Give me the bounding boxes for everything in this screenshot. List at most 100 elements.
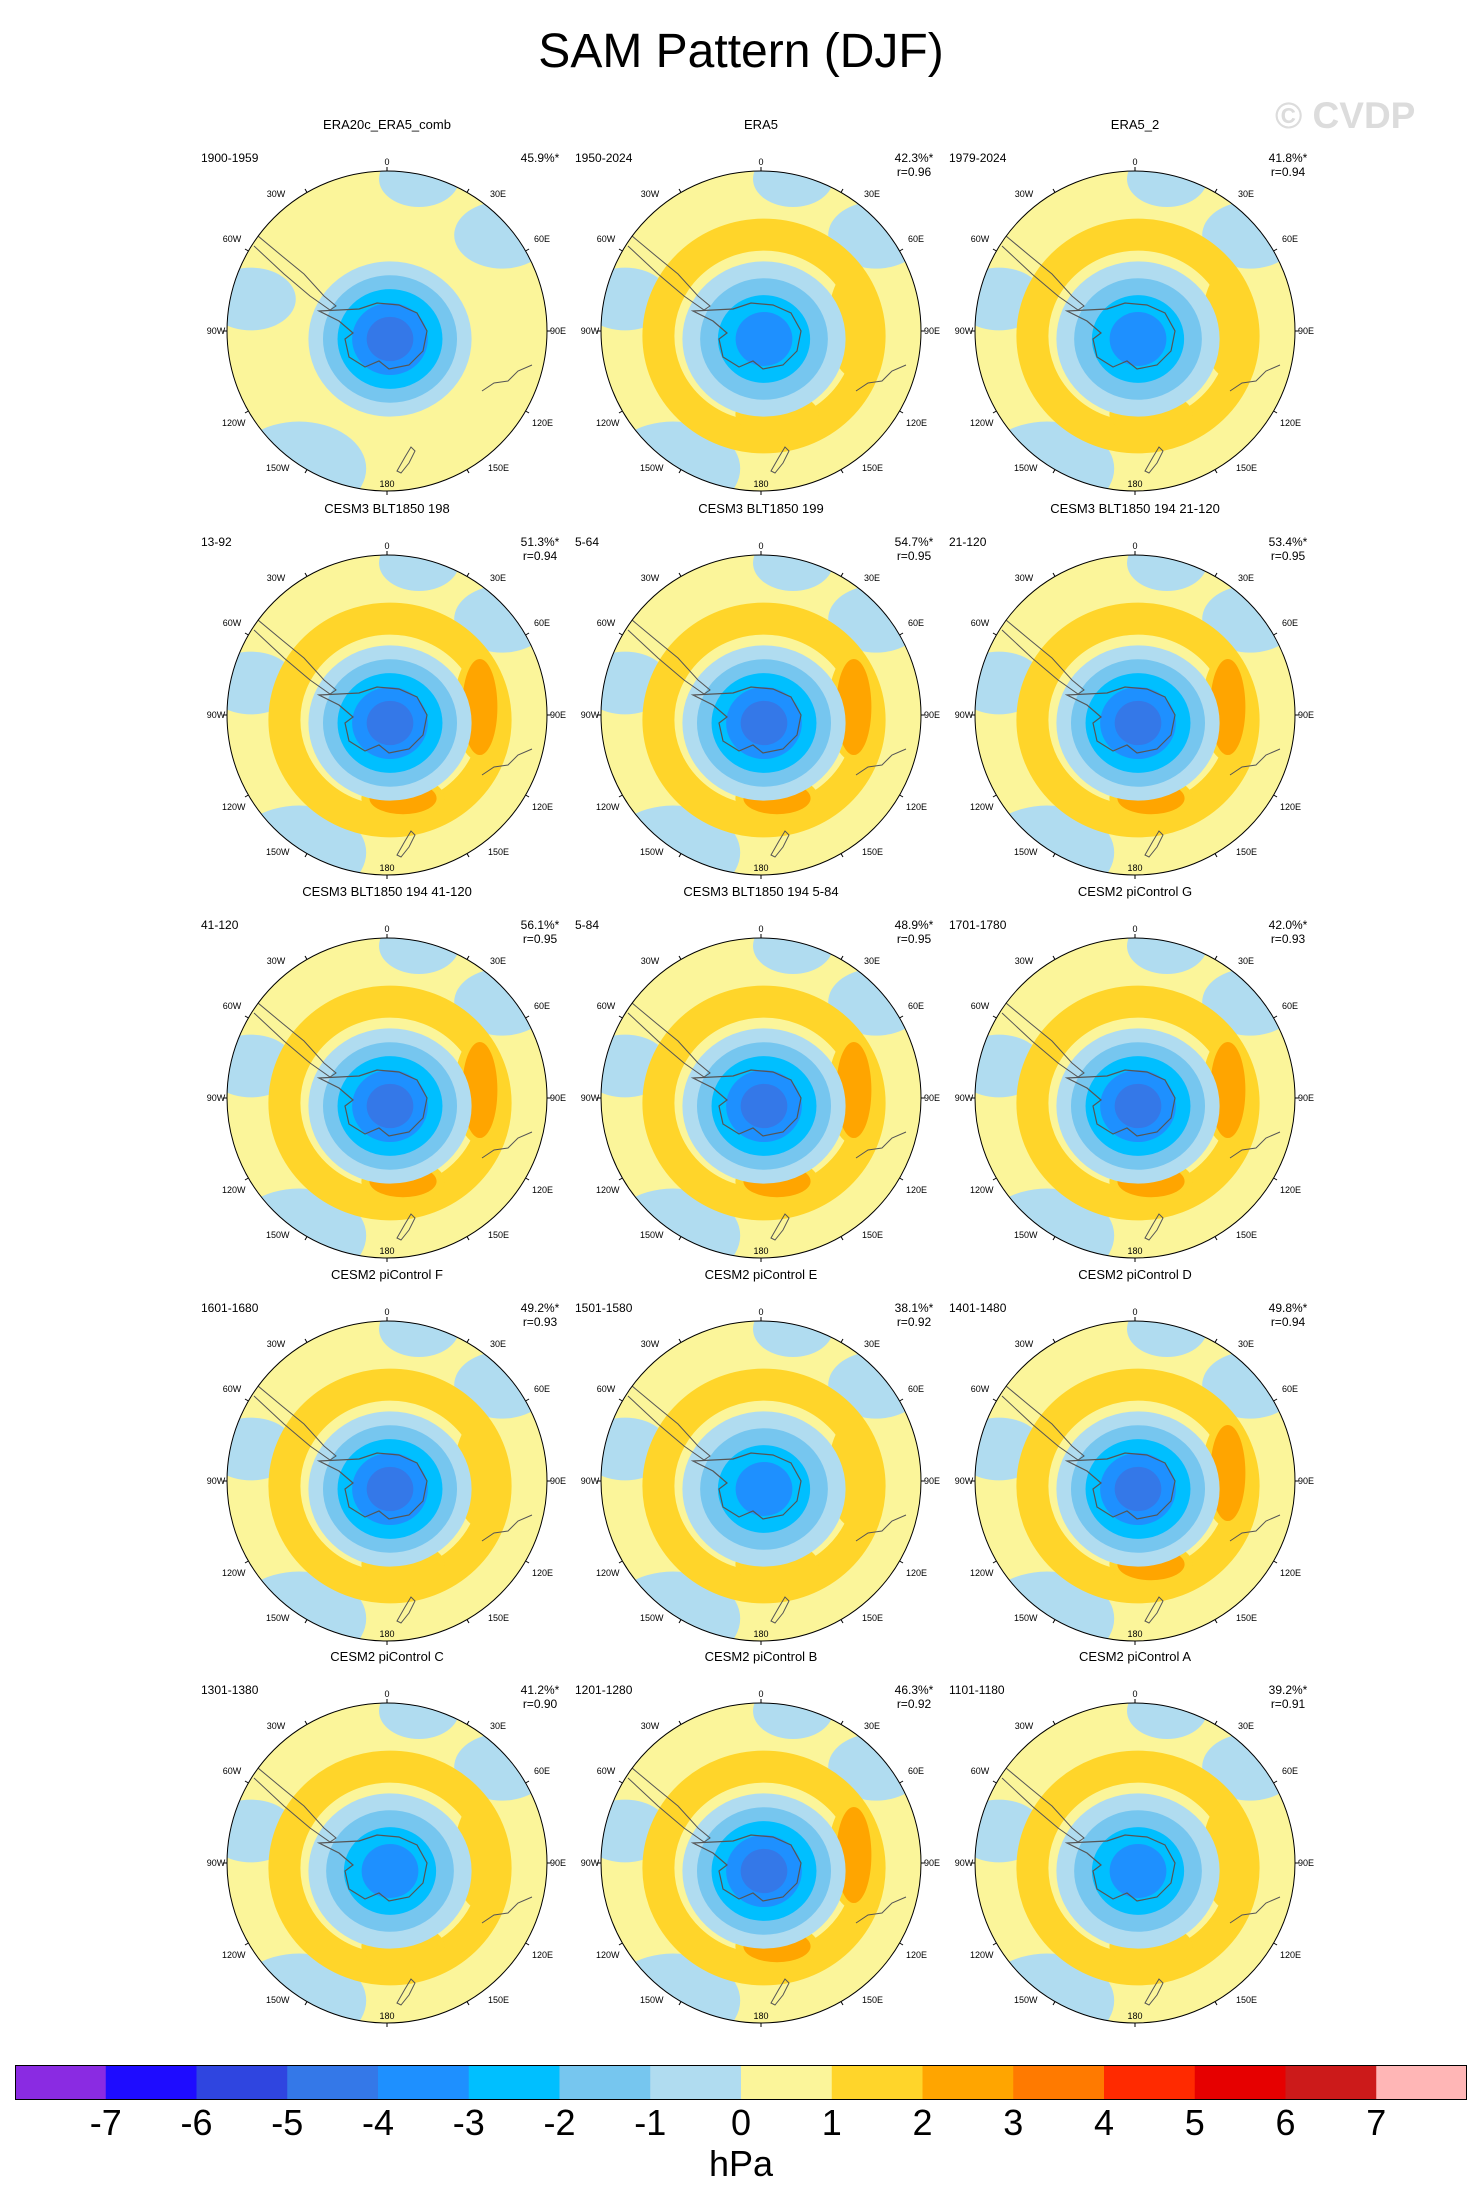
antarctica-coastline: [690, 1834, 802, 1902]
longitude-label: 0: [384, 924, 390, 934]
polar-map: [971, 167, 1299, 495]
polar-map: [597, 1317, 925, 1645]
map-panel: 0 30E 60E 90E 120E 150E 180 150W 120W 90W 60W 30W CE…: [948, 885, 1322, 1267]
longitude-label: 90W: [580, 1476, 600, 1486]
longitude-tick: [466, 1619, 470, 1624]
panel-years: 1950-2024: [575, 151, 633, 165]
longitude-tick: [304, 1338, 308, 1343]
negative-anomaly-contour: [1114, 1466, 1162, 1512]
longitude-tick: [1214, 1338, 1218, 1343]
longitude-label: 60E: [907, 1766, 924, 1776]
longitude-label: 90E: [549, 710, 566, 720]
longitude-tick: [840, 1720, 844, 1725]
longitude-label: 0: [384, 1307, 390, 1317]
negative-anomaly-contour: [361, 1844, 419, 1898]
longitude-label: 90W: [206, 326, 226, 336]
panel-variance: 38.1%*: [894, 1301, 934, 1315]
longitude-label: 90E: [1297, 1093, 1314, 1103]
antarctica-coastline: [690, 1452, 802, 1520]
longitude-label: 150W: [266, 847, 290, 857]
longitude-label: 90W: [206, 1476, 226, 1486]
panel-variance: 42.0%*: [1268, 918, 1308, 932]
longitude-label: 120E: [532, 418, 554, 428]
new-zealand-coastline: [770, 1213, 790, 1241]
panel-title: ERA20c_ERA5_comb: [323, 117, 451, 132]
longitude-label: 120E: [1280, 1568, 1302, 1578]
longitude-tick: [1052, 188, 1056, 193]
map-panel: 0 30E 60E 90E 120E 150E 180 150W 120W 90W 60W 30W ER…: [200, 118, 574, 500]
longitude-tick: [466, 955, 470, 960]
longitude-label: 150W: [640, 1613, 664, 1623]
longitude-label: 150W: [1014, 463, 1038, 473]
longitude-tick: [992, 1780, 997, 1784]
longitude-label: 180: [753, 1629, 769, 1639]
colorbar-swatch: [1376, 2065, 1467, 2100]
map-panel: 0 30E 60E 90E 120E 150E 180 150W 120W 90W 60W 30W ER…: [948, 118, 1322, 500]
antarctica-coastline: [1064, 302, 1176, 370]
longitude-label: 150W: [640, 847, 664, 857]
longitude-label: 150E: [862, 1230, 884, 1240]
longitude-label: 30E: [489, 1721, 506, 1731]
longitude-tick: [899, 794, 904, 798]
colorbar-tick-label: -6: [180, 2102, 213, 2143]
south-america-coastline: [999, 230, 1085, 311]
antarctica-coastline: [316, 686, 428, 754]
longitude-label: 60W: [222, 1384, 242, 1394]
negative-anomaly-patch: [1127, 1703, 1207, 1739]
south-america-coastline: [251, 1762, 337, 1843]
panel-correlation: r=0.95: [522, 932, 558, 946]
negative-anomaly-contour: [1114, 700, 1162, 746]
longitude-tick: [899, 632, 904, 636]
australia-coastline: [481, 364, 533, 392]
panel-variance: 39.2%*: [1268, 1683, 1308, 1697]
longitude-tick: [1214, 188, 1218, 193]
longitude-label: 90E: [923, 1858, 940, 1868]
longitude-label: 180: [1127, 479, 1143, 489]
longitude-tick: [899, 1398, 904, 1402]
panel-correlation: r=0.95: [1270, 549, 1306, 563]
longitude-label: 150E: [1236, 463, 1258, 473]
longitude-label: 120E: [532, 802, 554, 812]
longitude-label: 120E: [906, 1185, 928, 1195]
map-panel: 0 30E 60E 90E 120E 150E 180 150W 120W 90W 60W 30W CE…: [200, 1650, 574, 2032]
longitude-tick: [678, 853, 682, 858]
longitude-label: 120W: [596, 802, 620, 812]
longitude-label: 90W: [954, 1093, 974, 1103]
negative-anomaly-patch: [753, 1703, 833, 1739]
longitude-label: 150W: [1014, 1613, 1038, 1623]
australia-coastline: [855, 1514, 907, 1542]
longitude-tick: [678, 955, 682, 960]
longitude-label: 30E: [489, 189, 506, 199]
negative-anomaly-contour: [1109, 1844, 1167, 1898]
longitude-label: 150E: [488, 463, 510, 473]
longitude-tick: [1214, 2001, 1218, 2006]
polar-map: [971, 551, 1299, 879]
longitude-label: 150E: [862, 1995, 884, 2005]
colorbar-tick-label: -7: [89, 2102, 122, 2143]
negative-anomaly-patch: [1127, 938, 1207, 974]
longitude-label: 150E: [1236, 847, 1258, 857]
longitude-tick: [678, 188, 682, 193]
longitude-tick: [244, 1015, 249, 1019]
panel-variance: 42.3%*: [894, 151, 934, 165]
longitude-label: 60E: [907, 1001, 924, 1011]
longitude-label: 150E: [488, 1995, 510, 2005]
longitude-label: 120W: [596, 1950, 620, 1960]
longitude-label: 150W: [640, 1230, 664, 1240]
longitude-label: 0: [1132, 924, 1138, 934]
new-zealand-coastline: [1144, 1596, 1164, 1624]
longitude-label: 0: [384, 1689, 390, 1699]
panel-years: 1201-1280: [575, 1683, 633, 1697]
longitude-tick: [840, 1619, 844, 1624]
panel-correlation: r=0.90: [522, 1697, 558, 1711]
longitude-label: 150W: [266, 1613, 290, 1623]
longitude-label: 30E: [489, 956, 506, 966]
longitude-label: 60E: [533, 1384, 550, 1394]
panel-years: 21-120: [949, 535, 987, 549]
longitude-tick: [992, 1560, 997, 1564]
south-america-coastline: [251, 230, 337, 311]
longitude-tick: [992, 248, 997, 252]
longitude-label: 90E: [549, 1476, 566, 1486]
longitude-label: 150W: [640, 1995, 664, 2005]
polar-map: [597, 167, 925, 495]
